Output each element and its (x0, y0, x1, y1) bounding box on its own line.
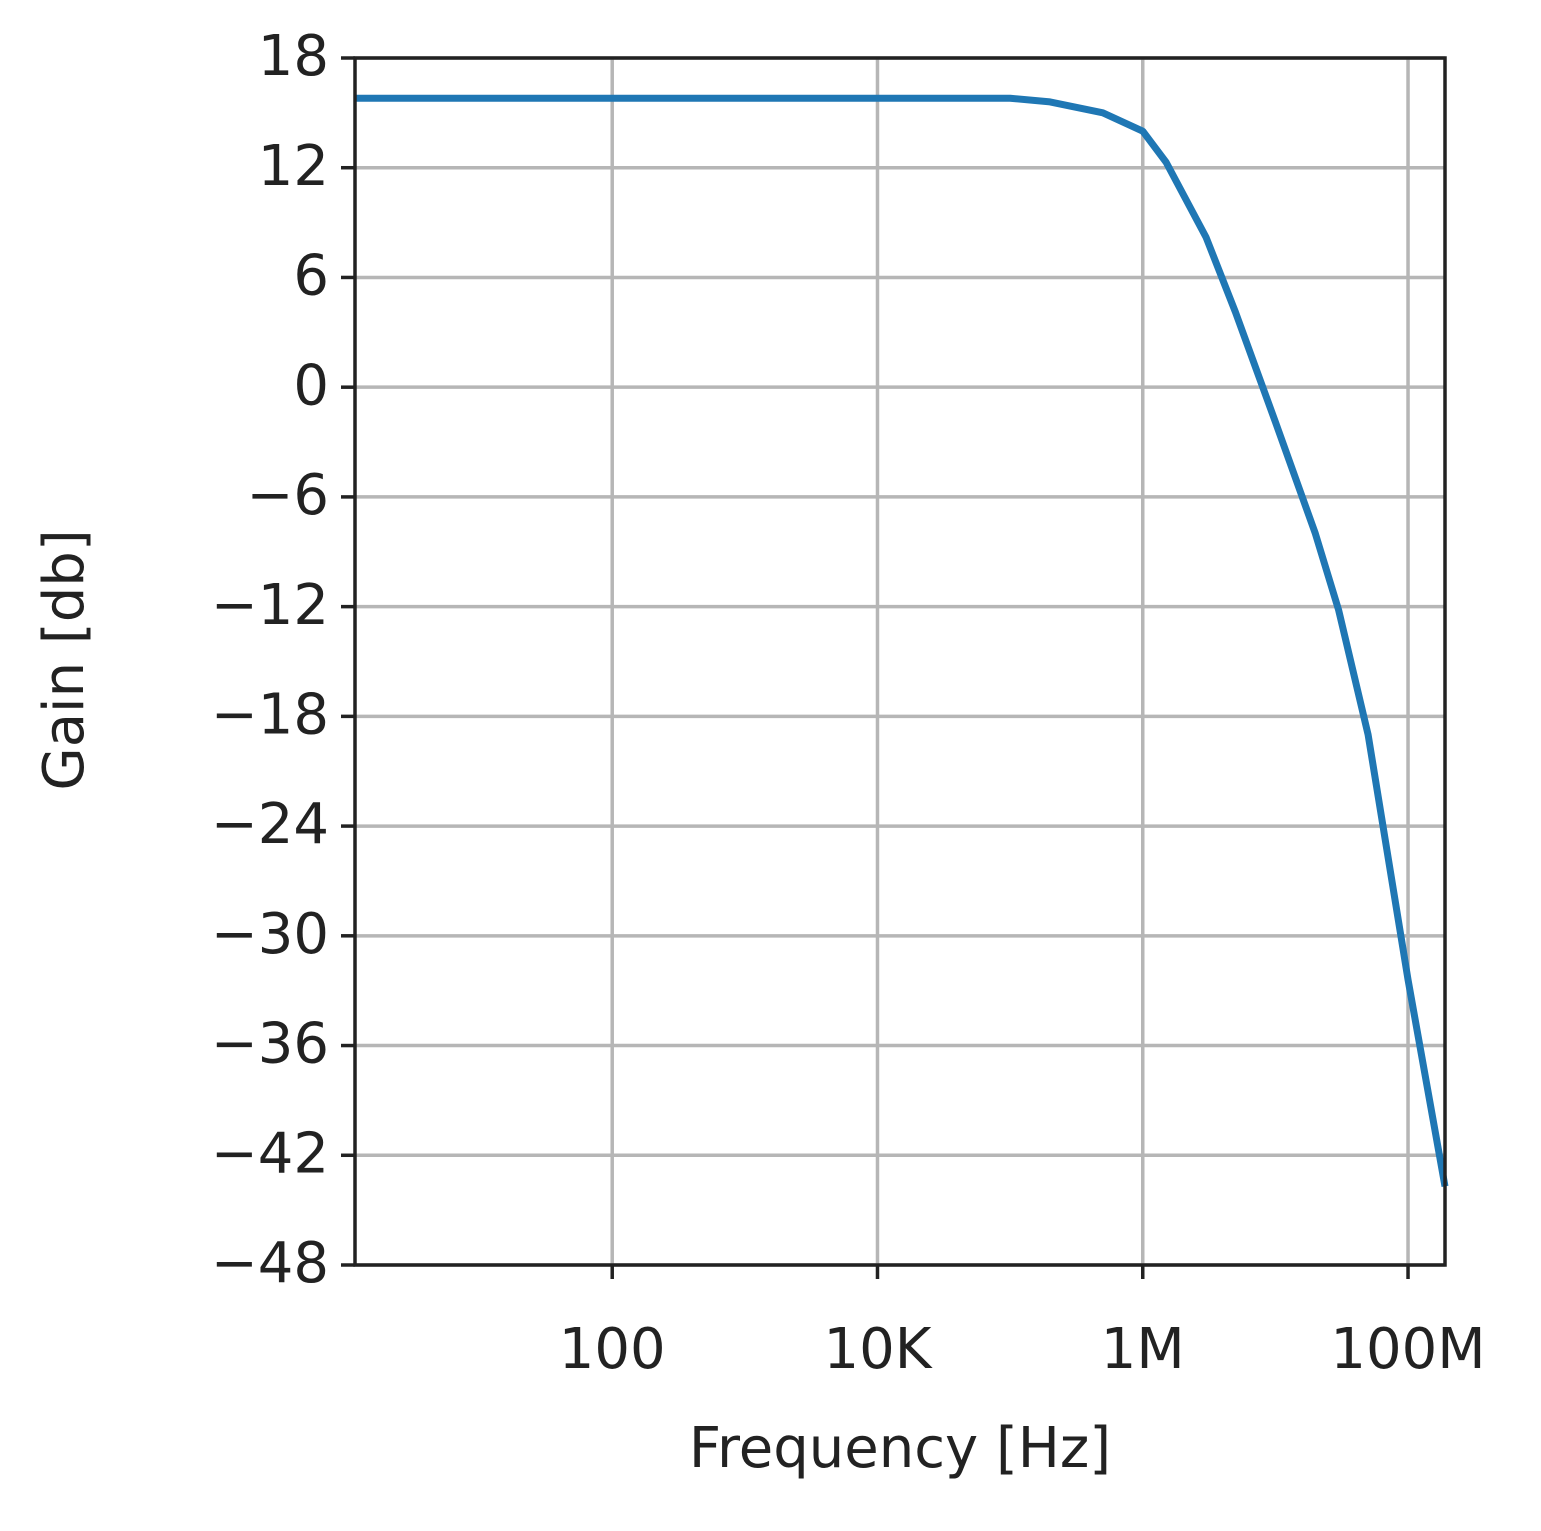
y-tick-label: −36 (211, 1012, 329, 1077)
y-tick-label: 12 (258, 134, 329, 199)
x-tick-label: 10K (823, 1317, 932, 1382)
x-axis-label: Frequency [Hz] (689, 1416, 1111, 1481)
y-tick-label: −30 (211, 902, 329, 967)
plot-frame (353, 56, 1447, 1267)
y-tick-label: −42 (211, 1121, 329, 1186)
y-tick-label: −48 (211, 1231, 329, 1296)
y-tick-label: −24 (211, 792, 329, 857)
data-line (355, 94, 1449, 1187)
y-tick-label: 18 (258, 24, 329, 89)
x-tick-label: 100 (559, 1317, 666, 1382)
x-tick-label: 100M (1330, 1317, 1485, 1382)
x-tick-label: 1M (1101, 1317, 1185, 1382)
y-tick-label: −12 (211, 573, 329, 638)
y-axis-label: Gain [db] (32, 529, 97, 790)
y-tick-label: −6 (246, 463, 329, 528)
y-tick-label: 0 (293, 353, 329, 418)
y-tick-label: 6 (293, 244, 329, 309)
y-tick-label: −18 (211, 683, 329, 748)
